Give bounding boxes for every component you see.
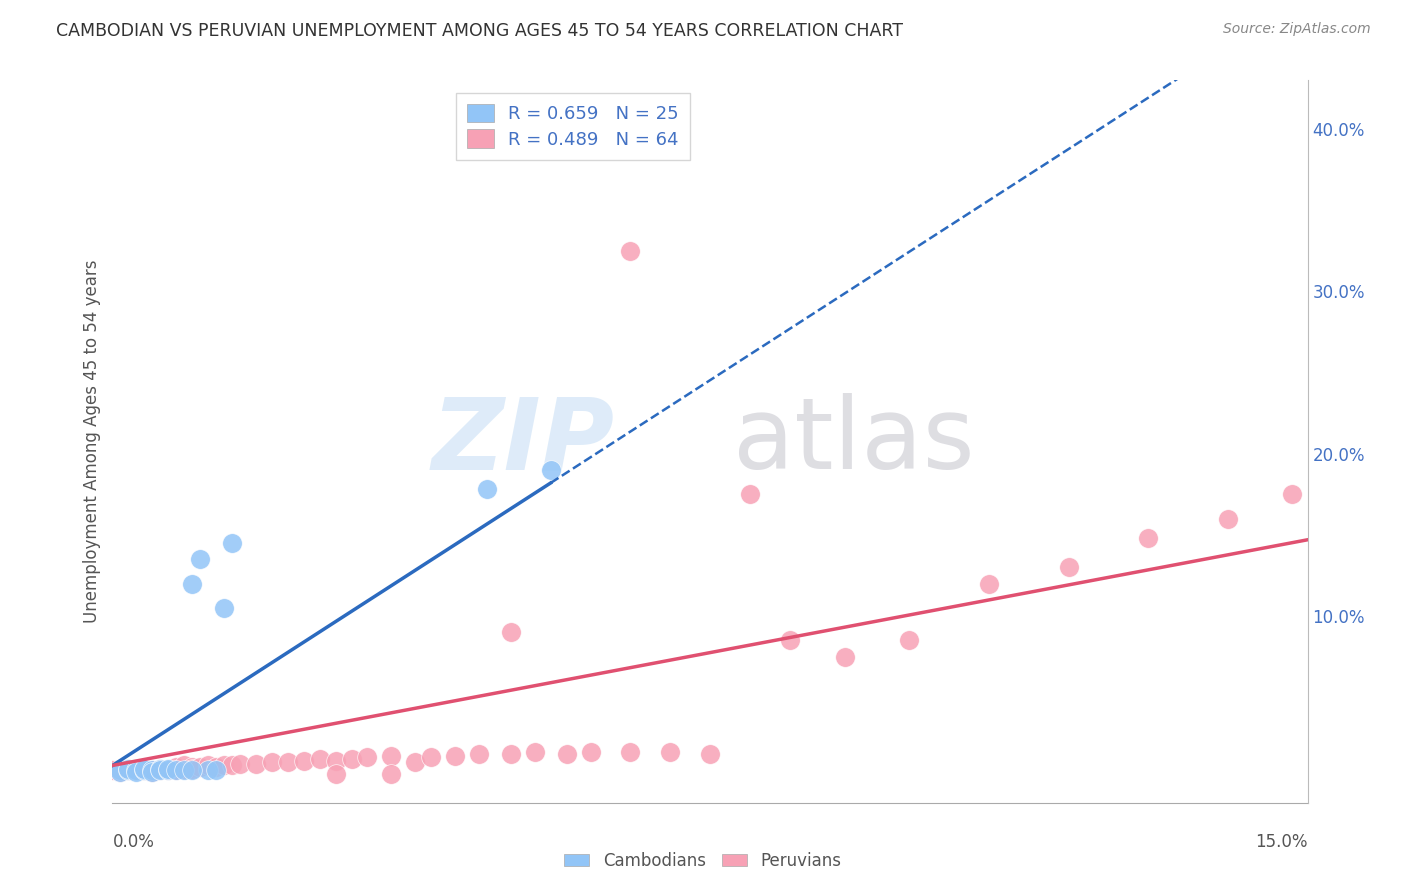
Point: [197, 758, 219, 772]
Point: [157, 762, 180, 776]
Point: [1057, 560, 1080, 574]
Point: [157, 762, 180, 776]
Point: [444, 748, 467, 763]
Point: [555, 747, 578, 761]
Point: [125, 764, 148, 779]
Point: [977, 576, 1000, 591]
Point: [340, 752, 363, 766]
Text: 15.0%: 15.0%: [1256, 833, 1308, 851]
Point: [181, 576, 204, 591]
Point: [221, 536, 243, 550]
Text: CAMBODIAN VS PERUVIAN UNEMPLOYMENT AMONG AGES 45 TO 54 YEARS CORRELATION CHART: CAMBODIAN VS PERUVIAN UNEMPLOYMENT AMONG…: [56, 22, 903, 40]
Text: 0.0%: 0.0%: [112, 833, 155, 851]
Point: [134, 764, 156, 778]
Point: [165, 760, 187, 774]
Point: [141, 764, 163, 779]
Point: [229, 756, 252, 771]
Point: [499, 747, 522, 761]
Point: [834, 649, 856, 664]
Point: [260, 755, 283, 769]
Point: [141, 764, 163, 778]
Text: ZIP: ZIP: [432, 393, 614, 490]
Point: [117, 762, 139, 776]
Point: [325, 766, 347, 780]
Point: [188, 760, 211, 774]
Point: [523, 746, 546, 760]
Y-axis label: Unemployment Among Ages 45 to 54 years: Unemployment Among Ages 45 to 54 years: [83, 260, 101, 624]
Point: [619, 746, 641, 760]
Point: [420, 750, 443, 764]
Point: [779, 633, 801, 648]
Point: [157, 764, 180, 778]
Point: [173, 764, 195, 778]
Point: [221, 758, 243, 772]
Point: [173, 758, 195, 772]
Text: atlas: atlas: [733, 393, 974, 490]
Point: [205, 764, 228, 778]
Point: [134, 764, 156, 778]
Point: [117, 762, 139, 776]
Point: [165, 764, 187, 778]
Point: [165, 764, 187, 778]
Point: [579, 746, 602, 760]
Point: [245, 756, 267, 771]
Point: [149, 764, 172, 778]
Legend: R = 0.659   N = 25, R = 0.489   N = 64: R = 0.659 N = 25, R = 0.489 N = 64: [456, 93, 689, 160]
Point: [188, 552, 211, 566]
Point: [134, 764, 156, 778]
Text: Source: ZipAtlas.com: Source: ZipAtlas.com: [1223, 22, 1371, 37]
Point: [181, 762, 204, 776]
Point: [1216, 511, 1239, 525]
Point: [619, 244, 641, 258]
Point: [212, 758, 235, 772]
Point: [125, 764, 148, 778]
Point: [125, 764, 148, 778]
Point: [110, 762, 132, 776]
Point: [125, 764, 148, 778]
Point: [149, 762, 172, 776]
Point: [277, 755, 299, 769]
Point: [205, 760, 228, 774]
Point: [110, 764, 132, 779]
Point: [117, 764, 139, 778]
Point: [738, 487, 761, 501]
Point: [134, 762, 156, 776]
Point: [117, 764, 139, 778]
Point: [141, 764, 163, 779]
Point: [149, 762, 172, 776]
Point: [181, 760, 204, 774]
Point: [380, 748, 402, 763]
Point: [110, 764, 132, 778]
Point: [117, 764, 139, 778]
Point: [292, 754, 315, 768]
Point: [380, 766, 402, 780]
Point: [181, 764, 204, 778]
Point: [356, 750, 378, 764]
Point: [499, 625, 522, 640]
Point: [468, 747, 491, 761]
Point: [173, 762, 195, 776]
Point: [141, 764, 163, 778]
Point: [1137, 531, 1160, 545]
Point: [197, 764, 219, 778]
Point: [404, 755, 426, 769]
Point: [308, 752, 330, 766]
Point: [659, 746, 682, 760]
Point: [134, 762, 156, 776]
Point: [110, 764, 132, 778]
Point: [699, 747, 721, 761]
Point: [212, 601, 235, 615]
Point: [540, 463, 562, 477]
Point: [149, 764, 172, 778]
Point: [898, 633, 921, 648]
Point: [110, 764, 132, 779]
Point: [475, 483, 498, 497]
Point: [101, 764, 124, 778]
Point: [157, 764, 180, 778]
Point: [125, 762, 148, 776]
Legend: Cambodians, Peruvians: Cambodians, Peruvians: [558, 846, 848, 877]
Point: [325, 754, 347, 768]
Point: [1281, 487, 1303, 501]
